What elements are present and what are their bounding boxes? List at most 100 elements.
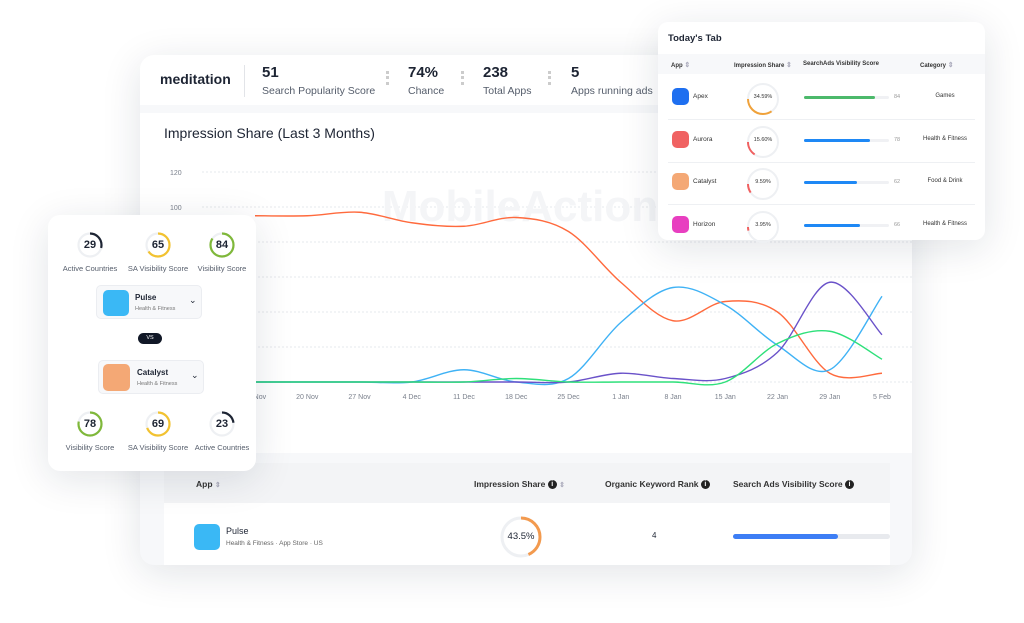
visibility-score: 78	[894, 136, 901, 143]
app-name[interactable]: Catalyst	[693, 178, 717, 185]
watermark: MobileAction	[382, 182, 658, 231]
x-tick-label: 4 Dec	[403, 394, 422, 401]
catalyst-app-icon	[672, 173, 689, 190]
app2-selector[interactable]: Catalyst Health & Fitness ⌄	[98, 360, 204, 394]
gauge-label: Active Countries	[194, 443, 250, 452]
gauge: 78	[77, 411, 103, 437]
category: Health & Fitness	[922, 135, 968, 142]
y-tick-label: 100	[170, 205, 182, 212]
x-tick-label: 22 Jan	[767, 394, 788, 401]
col-app[interactable]: App ⇕	[671, 62, 691, 69]
app-name[interactable]: Aurora	[693, 135, 713, 143]
gauge: 69	[145, 411, 171, 437]
gauge: 23	[209, 411, 235, 437]
today-row[interactable]: Apex 34.59% 84 Games	[668, 78, 975, 120]
x-tick-label: 25 Dec	[557, 394, 580, 401]
sort-icon[interactable]: ⇕	[214, 482, 221, 489]
col-app[interactable]: App ⇕	[196, 479, 221, 489]
visibility-bar	[804, 138, 889, 142]
col-impression-share[interactable]: Impression Share i ⇕	[474, 479, 565, 490]
category: Health & Fitness	[922, 220, 968, 227]
gauge-label: Active Countries	[62, 264, 118, 273]
stat-apps-running-ads: 5 Apps running ads	[571, 64, 653, 97]
visibility-score: 84	[894, 94, 901, 100]
divider	[244, 65, 245, 97]
stat-total-apps: 238 Total Apps	[483, 64, 532, 97]
series-line-blue	[255, 286, 883, 386]
drag-handle	[461, 71, 464, 85]
gauge-label: Visibility Score	[65, 443, 115, 452]
impression-value: 3.95%	[755, 221, 771, 228]
app-meta: Health & Fitness · App Store · US	[226, 540, 323, 547]
info-icon[interactable]: i	[700, 480, 710, 490]
chevron-down-icon[interactable]: ⌄	[189, 295, 197, 305]
gauge-value: 29	[83, 239, 97, 251]
col-visibility: SearchAds Visibility Score	[803, 61, 879, 67]
info-icon[interactable]: i	[547, 480, 557, 490]
horizon-app-icon	[672, 215, 689, 233]
x-tick-label: 18 Dec	[505, 394, 528, 401]
gauge: 84	[209, 232, 235, 258]
app-name[interactable]: Pulse	[226, 526, 249, 536]
impression-ring	[747, 168, 779, 200]
today-row[interactable]: Aurora 15.60% 78 Health & Fitness	[668, 121, 975, 163]
gauge-label: SA Visibility Score	[127, 443, 189, 452]
chevron-down-icon[interactable]: ⌄	[191, 370, 199, 380]
x-tick-label: 1 Jan	[612, 394, 629, 401]
impression-value: 15.60%	[753, 136, 773, 143]
y-tick-label: 120	[170, 170, 182, 177]
today-row[interactable]: Catalyst 9.59% 62 Food & Drink	[668, 163, 975, 205]
app-name[interactable]: Apex	[693, 93, 708, 100]
today-row[interactable]: Horizon 3.95% 66 Health & Fitness	[668, 206, 975, 248]
x-tick-label: 27 Nov	[348, 394, 371, 401]
col-category[interactable]: Category ⇕	[920, 62, 954, 69]
todays-tab-header: App ⇕ Impression Share ⇕ SearchAds Visib…	[658, 54, 985, 74]
impression-ring	[500, 516, 542, 558]
visibility-bar	[804, 223, 889, 227]
gauge-value: 78	[83, 418, 97, 430]
sort-icon[interactable]: ⇕	[559, 482, 565, 489]
catalyst-app-icon	[103, 364, 130, 391]
visibility-bar	[733, 534, 890, 539]
series-line-purple	[255, 281, 883, 384]
vs-badge: VS	[138, 333, 162, 344]
app1-selector[interactable]: Pulse Health & Fitness ⌄	[96, 285, 202, 319]
pulse-app-icon	[194, 524, 220, 550]
x-tick-label: 15 Jan	[715, 394, 736, 401]
drag-handle	[386, 71, 389, 85]
impression-ring	[747, 210, 779, 243]
table-header: App ⇕ Impression Share i ⇕ Organic Keywo…	[164, 463, 890, 503]
gauge: 29	[77, 232, 103, 258]
x-tick-label: 8 Jan	[664, 394, 681, 401]
col-impression[interactable]: Impression Share ⇕	[734, 62, 792, 69]
todays-tab-title: Today's Tab	[668, 33, 722, 44]
series-line-green	[255, 329, 883, 386]
table-row[interactable]: Pulse Health & Fitness · App Store · US …	[164, 503, 890, 565]
x-tick-label: 20 Nov	[296, 394, 319, 401]
x-tick-label: 11 Dec	[453, 394, 475, 401]
keyword-term: meditation	[160, 71, 231, 87]
impression-value: 34.59%	[753, 94, 773, 100]
apex-app-icon	[672, 88, 689, 105]
gauge-value: 84	[215, 239, 229, 251]
stat-popularity: 51 Search Popularity Score	[262, 64, 376, 97]
col-organic-rank: Organic Keyword Rank i	[605, 479, 710, 490]
visibility-score: 62	[894, 179, 901, 185]
app-comparison-card: Pulse Health & Fitness ⌄ VS Catalyst Hea…	[48, 215, 256, 471]
x-tick-label: 5 Feb	[873, 394, 891, 401]
impression-value: 9.59%	[755, 179, 771, 185]
pulse-app-icon	[103, 290, 129, 316]
gauge: 65	[145, 232, 171, 258]
gauge-value: 65	[151, 239, 165, 251]
category: Games	[935, 93, 955, 99]
gauge-label: Visibility Score	[197, 264, 247, 273]
impression-ring	[747, 83, 779, 115]
category: Food & Drink	[927, 178, 963, 184]
impression-value: 43.5%	[507, 531, 535, 542]
gauge-label: SA Visibility Score	[127, 264, 189, 273]
visibility-bar	[804, 181, 889, 184]
visibility-bar	[804, 96, 889, 99]
info-icon[interactable]: i	[844, 480, 854, 490]
app-name[interactable]: Horizon	[693, 220, 716, 228]
